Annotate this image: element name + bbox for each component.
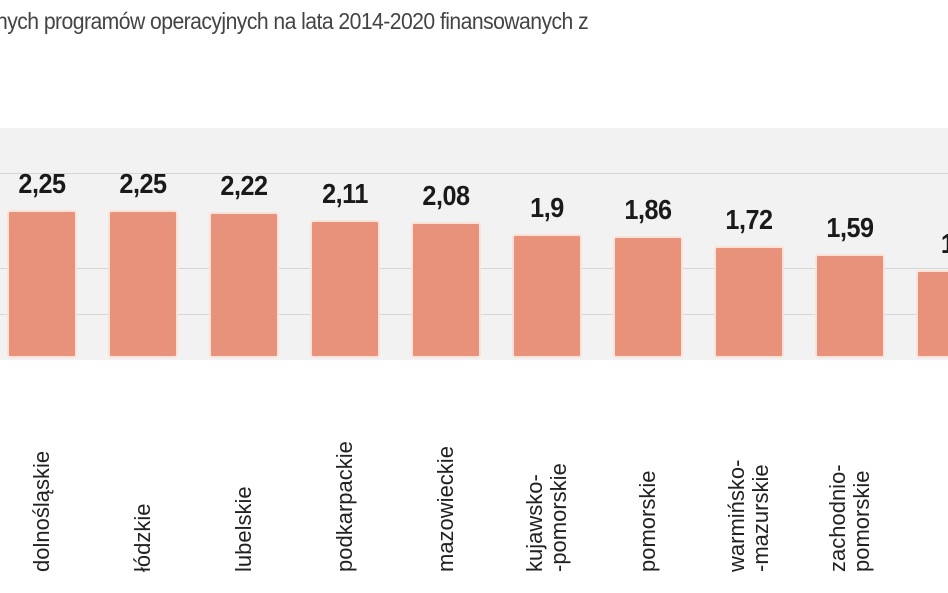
category-label: lubelskie [231, 486, 256, 572]
bar [916, 270, 948, 358]
category-label: warmińsko- -mazurskie [724, 459, 773, 572]
data-label: 1,72 [725, 203, 773, 235]
data-label: 1,86 [624, 194, 672, 226]
bar [815, 254, 885, 358]
category-label: zachodnio- pomorskie [825, 464, 874, 572]
bar [7, 210, 77, 358]
category-label: kujawsko- -pomorskie [522, 463, 571, 572]
chart-title: nych programów operacyjnych na lata 2014… [0, 8, 589, 34]
data-label: 1,59 [826, 212, 874, 244]
data-label: 1, [906, 228, 948, 260]
data-label: 2,25 [119, 168, 167, 200]
data-label: 1,9 [530, 191, 564, 223]
data-label: 2,25 [18, 168, 66, 200]
bar [209, 212, 279, 358]
category-label: pomorskie [635, 470, 660, 572]
bar [714, 245, 784, 358]
data-label: 2,11 [322, 177, 368, 209]
bar [411, 221, 481, 358]
bar [512, 233, 582, 358]
category-label: łódzkie [130, 503, 155, 572]
category-label: podkarpackie [332, 441, 357, 572]
category-label: dolnośląskie [29, 450, 54, 572]
category-label: mazowieckie [433, 446, 458, 572]
bar [108, 210, 178, 358]
data-label: 2,22 [220, 170, 268, 202]
bar [613, 236, 683, 358]
bar [310, 219, 380, 358]
data-label: 2,08 [422, 179, 470, 211]
gridline [0, 173, 948, 174]
